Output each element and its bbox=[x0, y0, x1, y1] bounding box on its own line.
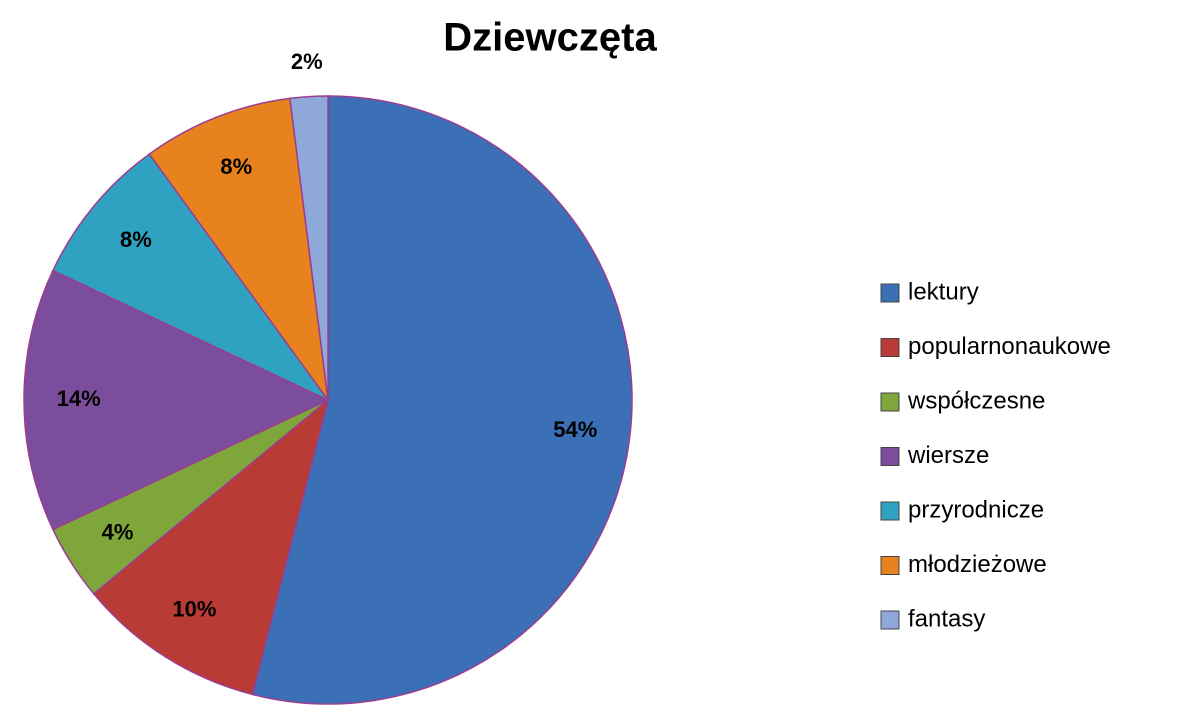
legend-label: przyrodnicze bbox=[908, 496, 1044, 523]
legend-label: współczesne bbox=[907, 387, 1045, 414]
legend-swatch bbox=[880, 447, 900, 466]
pie-slice bbox=[289, 95, 329, 401]
legend-swatch bbox=[880, 338, 900, 357]
legend-swatch bbox=[880, 501, 900, 521]
pie-slice bbox=[148, 97, 329, 401]
legend-label: popularnonaukowe bbox=[908, 333, 1111, 360]
data-label: 8% bbox=[220, 154, 252, 179]
legend-label: fantasy bbox=[908, 605, 985, 632]
data-label: 4% bbox=[102, 519, 134, 544]
legend-label: wiersze bbox=[907, 442, 989, 469]
data-label: 8% bbox=[120, 227, 152, 252]
chart-title: Dziewczęta bbox=[443, 16, 657, 60]
legend-swatch bbox=[880, 392, 900, 412]
data-label: 54% bbox=[553, 417, 597, 442]
data-label: 14% bbox=[57, 386, 101, 411]
legend-swatch bbox=[880, 283, 900, 303]
pie-slice bbox=[23, 269, 330, 531]
pie-slice bbox=[92, 397, 330, 696]
data-label: 2% bbox=[291, 49, 323, 74]
legend-swatch bbox=[880, 610, 900, 630]
pie-slice bbox=[51, 153, 329, 401]
legend-label: młodzieżowe bbox=[908, 551, 1047, 578]
data-label: 10% bbox=[172, 596, 216, 621]
pie-slice bbox=[251, 95, 633, 705]
legend-swatch bbox=[880, 556, 900, 575]
legend-label: lektury bbox=[908, 278, 979, 305]
